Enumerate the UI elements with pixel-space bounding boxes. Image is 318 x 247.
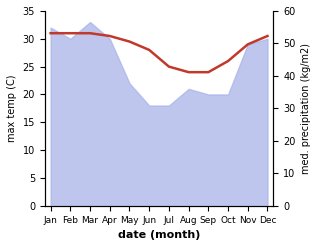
Y-axis label: max temp (C): max temp (C)	[7, 75, 17, 142]
X-axis label: date (month): date (month)	[118, 230, 200, 240]
Y-axis label: med. precipitation (kg/m2): med. precipitation (kg/m2)	[301, 43, 311, 174]
